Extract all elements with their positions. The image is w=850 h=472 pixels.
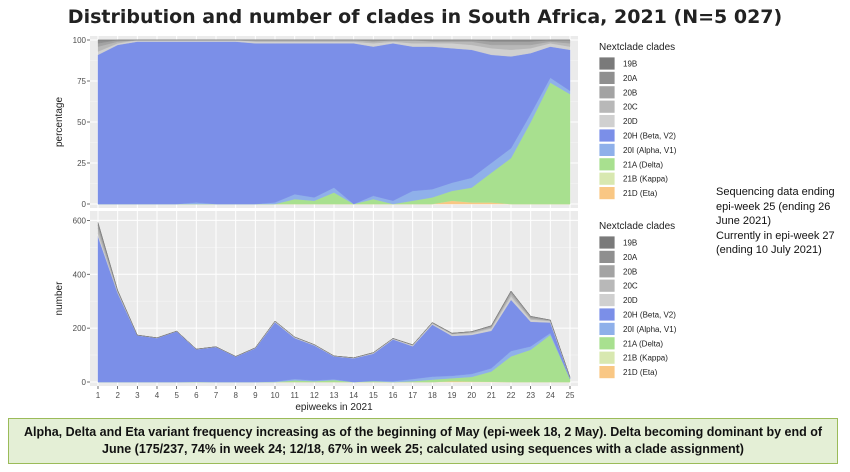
chart-title: Distribution and number of clades in Sou…: [67, 6, 783, 28]
num-xtick-label: 20: [467, 391, 476, 400]
pct-legend-label-20c: 20C: [623, 103, 638, 112]
side-note-current-week: Currently in epi-week 27 (ending 10 July…: [716, 229, 835, 257]
pct-legend-label-21d-eta: 21D (Eta): [623, 189, 658, 198]
num-legend-label-21b-kappa: 21B (Kappa): [623, 354, 668, 363]
pct-legend-label-20a: 20A: [623, 74, 638, 83]
num-legend-label-20b: 20B: [623, 267, 637, 276]
num-xtick-label: 15: [369, 391, 378, 400]
pct-legend-label-21a-delta: 21A (Delta): [623, 160, 663, 169]
num-xtick-label: 17: [408, 391, 417, 400]
pct-ytick-label: 100: [73, 36, 87, 45]
num-legend-swatch-19b: [598, 235, 616, 250]
pct-ytick-label: 25: [77, 159, 86, 168]
num-legend-label-20c: 20C: [623, 282, 638, 291]
num-xtick-label: 12: [310, 391, 319, 400]
num-legend-label-20h-beta-v2: 20H (Beta, V2): [623, 311, 676, 320]
pct-legend-label-19b: 19B: [623, 60, 637, 69]
num-xtick-label: 18: [428, 391, 437, 400]
num-ytick-label: 600: [73, 216, 87, 225]
num-xtick-label: 4: [155, 391, 160, 400]
num-ytick-label: 200: [73, 324, 87, 333]
num-legend-swatch-20i-alpha-v1: [598, 321, 616, 336]
pct-legend-swatch-20c: [598, 99, 616, 114]
num-xtick-label: 22: [507, 391, 516, 400]
num-xtick-label: 14: [349, 391, 358, 400]
num-xtick-label: 7: [214, 391, 219, 400]
num-legend-swatch-21d-eta: [598, 365, 616, 380]
num-ytick-label: 0: [82, 378, 87, 387]
num-xtick-label: 9: [253, 391, 258, 400]
num-legend-swatch-20b: [598, 264, 616, 279]
num-ylabel: number: [54, 281, 65, 316]
pct-ytick-label: 75: [77, 77, 86, 86]
num-xtick-label: 16: [389, 391, 398, 400]
num-legend-swatch-21a-delta: [598, 336, 616, 351]
num-legend-label-20i-alpha-v1: 20I (Alpha, V1): [623, 325, 677, 334]
pct-legend-label-20b: 20B: [623, 88, 637, 97]
num-legend-label-21a-delta: 21A (Delta): [623, 339, 663, 348]
num-xtick-label: 25: [566, 391, 575, 400]
summary-box: Alpha, Delta and Eta variant frequency i…: [8, 418, 838, 464]
num-legend-label-20d: 20D: [623, 296, 638, 305]
pct-legend-swatch-20i-alpha-v1: [598, 142, 616, 157]
num-legend-swatch-20a: [598, 249, 616, 264]
pct-legend-label-21b-kappa: 21B (Kappa): [623, 175, 668, 184]
pct-legend-swatch-21a-delta: [598, 157, 616, 172]
num-xtick-label: 2: [115, 391, 120, 400]
panel-percentage: 0 25 50 75 100 percentage: [54, 36, 578, 209]
pct-legend-swatch-19b: [598, 56, 616, 71]
num-xtick-label: 23: [526, 391, 535, 400]
num-legend-label-21d-eta: 21D (Eta): [623, 368, 658, 377]
num-xtick-label: 24: [546, 391, 555, 400]
side-note: Sequencing data ending epi-week 25 (endi…: [716, 185, 846, 258]
num-legend-swatch-21b-kappa: [598, 350, 616, 365]
pct-legend-title: Nextclade clades: [599, 42, 675, 53]
pct-legend-swatch-20a: [598, 71, 616, 85]
num-legend-label-20a: 20A: [623, 253, 638, 262]
pct-legend-label-20i-alpha-v1: 20I (Alpha, V1): [623, 146, 677, 155]
num-xtick-label: 13: [330, 391, 339, 400]
num-xtick-label: 21: [487, 391, 496, 400]
num-legend-swatch-20c: [598, 278, 616, 293]
legend-top: Nextclade clades 19B 20A 20B 20C 20D 20H (Beta…: [598, 42, 677, 201]
num-xtick-label: 8: [233, 391, 238, 400]
pct-legend-label-20h-beta-v2: 20H (Beta, V2): [623, 132, 676, 141]
pct-ytick-label: 0: [82, 200, 87, 209]
num-area-19b: [97, 222, 571, 378]
num-xtick-label: 19: [448, 391, 457, 400]
num-xtick-label: 11: [291, 391, 300, 400]
side-note-sequencing: Sequencing data ending epi-week 25 (endi…: [716, 186, 835, 227]
num-legend-swatch-20d: [598, 293, 616, 308]
legend-bottom: Nextclade clades 19B 20A 20B 20C 20D 20H (Beta…: [598, 221, 677, 380]
pct-ylabel: percentage: [54, 97, 65, 147]
num-legend-swatch-20h-beta-v2: [598, 307, 616, 322]
pct-ytick-label: 50: [77, 118, 86, 127]
num-ytick-label: 400: [73, 270, 87, 279]
num-xlabel: epiweeks in 2021: [295, 402, 373, 413]
pct-legend-swatch-20h-beta-v2: [598, 128, 616, 143]
pct-legend-swatch-21b-kappa: [598, 171, 616, 186]
pct-legend-swatch-20b: [598, 85, 616, 100]
pct-legend-swatch-21d-eta: [598, 186, 616, 201]
num-xtick-label: 6: [194, 391, 199, 400]
num-xtick-label: 1: [96, 391, 101, 400]
pct-legend-label-20d: 20D: [623, 117, 638, 126]
num-xtick-label: 3: [135, 391, 140, 400]
num-legend-label-19b: 19B: [623, 239, 637, 248]
num-xtick-label: 5: [174, 391, 179, 400]
num-xtick-label: 10: [271, 391, 280, 400]
num-legend-title: Nextclade clades: [599, 221, 675, 232]
pct-legend-swatch-20d: [598, 114, 616, 128]
